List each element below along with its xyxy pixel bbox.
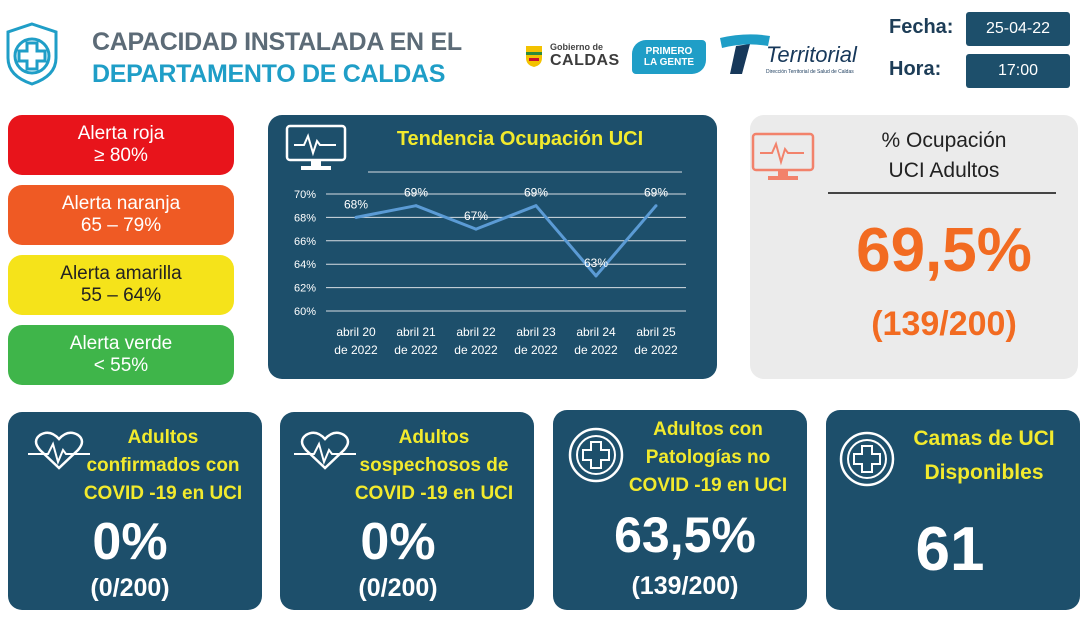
heart-pulse-icon: [28, 431, 90, 470]
stat3-value: 63,5%: [614, 507, 756, 563]
occupancy-title-line1: % Ocupación: [881, 129, 1007, 152]
alert-green-range: < 55%: [93, 355, 149, 376]
gobierno-caldas-logo: Gobierno de CALDAS: [524, 40, 624, 74]
medical-cross-icon: [568, 427, 624, 483]
stat-non-covid: Adultos con Patologías no COVID -19 en U…: [553, 410, 807, 610]
stat2-title-line3: COVID -19 en UCI: [354, 483, 514, 504]
data-point: [594, 274, 598, 278]
fecha-value-box: 25-04-22: [966, 12, 1070, 46]
alert-red-range: ≥ 80%: [94, 145, 148, 166]
hora-label: Hora:: [889, 58, 942, 80]
series-line: [355, 204, 658, 278]
x-tick-label: de 2022: [334, 343, 378, 357]
alert-red: Alerta roja ≥ 80%: [8, 115, 234, 175]
x-tick-label: abril 23: [516, 325, 556, 339]
territorial-logo-name: Territorial: [766, 42, 857, 67]
alert-green: Alerta verde < 55%: [8, 325, 234, 385]
stat3-fraction: (139/200): [631, 572, 739, 600]
stat3-title-line1: Adultos con: [653, 419, 763, 440]
data-point: [474, 227, 478, 231]
alert-green-name: Alerta verde: [69, 333, 173, 354]
stat1-value: 0%: [92, 513, 168, 571]
stat3-title-line3: COVID -19 en UCI: [628, 475, 788, 496]
chart-title: Tendencia Ocupación UCI: [397, 128, 643, 150]
data-label: 68%: [344, 197, 368, 211]
primero-logo-line1: PRIMERO: [645, 46, 693, 57]
alert-yellow-name: Alerta amarilla: [60, 263, 182, 284]
y-tick-label: 60%: [294, 306, 316, 318]
stat2-title-line1: Adultos: [398, 427, 470, 448]
data-label: 69%: [404, 186, 428, 200]
x-tick-label: abril 22: [456, 325, 496, 339]
alert-red-name: Alerta roja: [77, 123, 165, 144]
stat1-title-line1: Adultos: [127, 427, 199, 448]
monitor-icon: [751, 132, 815, 180]
territorial-logo: Territorial Dirección Territorial de Sal…: [716, 32, 872, 78]
stat2-value: 0%: [360, 513, 436, 571]
medical-shield-logo-icon: [6, 22, 58, 86]
page-title-line-1: CAPACIDAD INSTALADA EN EL: [92, 28, 462, 56]
heart-pulse-icon: [294, 431, 356, 470]
y-tick-label: 66%: [294, 236, 316, 248]
stat3-title-line2: Patologías no: [645, 447, 771, 468]
data-label: 67%: [464, 209, 488, 223]
caldas-logo-top: Gobierno de: [550, 42, 604, 52]
stat1-title-line2: confirmados con: [86, 455, 240, 476]
occupancy-percent: 69,5%: [856, 216, 1032, 285]
medical-cross-icon: [839, 431, 895, 487]
stat1-fraction: (0/200): [90, 574, 170, 602]
caldas-logo-main: CALDAS: [550, 52, 620, 69]
alert-orange: Alerta naranja 65 – 79%: [8, 185, 234, 245]
alert-orange-range: 65 – 79%: [80, 215, 162, 236]
stat-suspected-covid: Adultos sospechosos de COVID -19 en UCI …: [280, 412, 534, 610]
data-point: [414, 204, 418, 208]
primero-la-gente-logo: PRIMERO LA GENTE: [632, 40, 706, 74]
monitor-icon: [285, 124, 347, 170]
occupancy-divider: [828, 192, 1056, 194]
x-tick-label: de 2022: [574, 343, 618, 357]
trend-line-chart: Tendencia Ocupación UCI 60% 62% 64% 66% 68% 7…: [294, 128, 686, 357]
data-point: [354, 215, 358, 219]
x-tick-label: abril 24: [576, 325, 616, 339]
x-tick-label: abril 25: [636, 325, 676, 339]
data-label: 69%: [524, 186, 548, 200]
alert-orange-name: Alerta naranja: [61, 193, 181, 214]
data-point: [654, 204, 658, 208]
y-tick-label: 70%: [294, 189, 316, 201]
occupancy-fraction: (139/200): [871, 305, 1017, 343]
stat4-title-line2: Disponibles: [924, 461, 1044, 484]
hora-value-box: 17:00: [966, 54, 1070, 88]
data-label: 69%: [644, 186, 668, 200]
x-tick-label: abril 20: [336, 325, 376, 339]
alert-yellow-range: 55 – 64%: [80, 285, 162, 306]
stat4-value: 61: [915, 515, 985, 584]
x-tick-label: de 2022: [394, 343, 438, 357]
stat4-title-line1: Camas de UCI: [913, 427, 1055, 450]
stat2-title-line2: sospechosos de: [359, 455, 509, 476]
y-tick-label: 68%: [294, 212, 316, 224]
caldas-shield-icon: [526, 46, 542, 67]
y-tick-label: 64%: [294, 259, 316, 271]
stat1-title-line3: COVID -19 en UCI: [83, 483, 243, 504]
occupancy-title-line2: UCI Adultos: [888, 159, 1000, 182]
stat-confirmed-covid: Adultos confirmados con COVID -19 en UCI…: [8, 412, 262, 610]
territorial-logo-sub: Dirección Territorial de Salud de Caldas: [766, 69, 854, 75]
primero-logo-line2: LA GENTE: [643, 57, 695, 68]
stat-available-beds: Camas de UCI Disponibles 61: [826, 410, 1080, 610]
trend-chart-panel: Tendencia Ocupación UCI 60% 62% 64% 66% 68% 7…: [268, 115, 717, 379]
stat2-fraction: (0/200): [358, 574, 438, 602]
territorial-t-icon: [720, 34, 770, 74]
y-tick-label: 62%: [294, 283, 316, 295]
x-tick-label: de 2022: [514, 343, 558, 357]
occupancy-card: % Ocupación UCI Adultos 69,5% (139/200): [750, 115, 1078, 379]
page-title-line-2: DEPARTAMENTO DE CALDAS: [92, 60, 446, 88]
x-tick-label: abril 21: [396, 325, 436, 339]
x-tick-label: de 2022: [634, 343, 678, 357]
fecha-label: Fecha:: [889, 16, 954, 38]
alert-yellow: Alerta amarilla 55 – 64%: [8, 255, 234, 315]
data-label: 63%: [584, 256, 608, 270]
data-point: [534, 204, 538, 208]
x-tick-label: de 2022: [454, 343, 498, 357]
